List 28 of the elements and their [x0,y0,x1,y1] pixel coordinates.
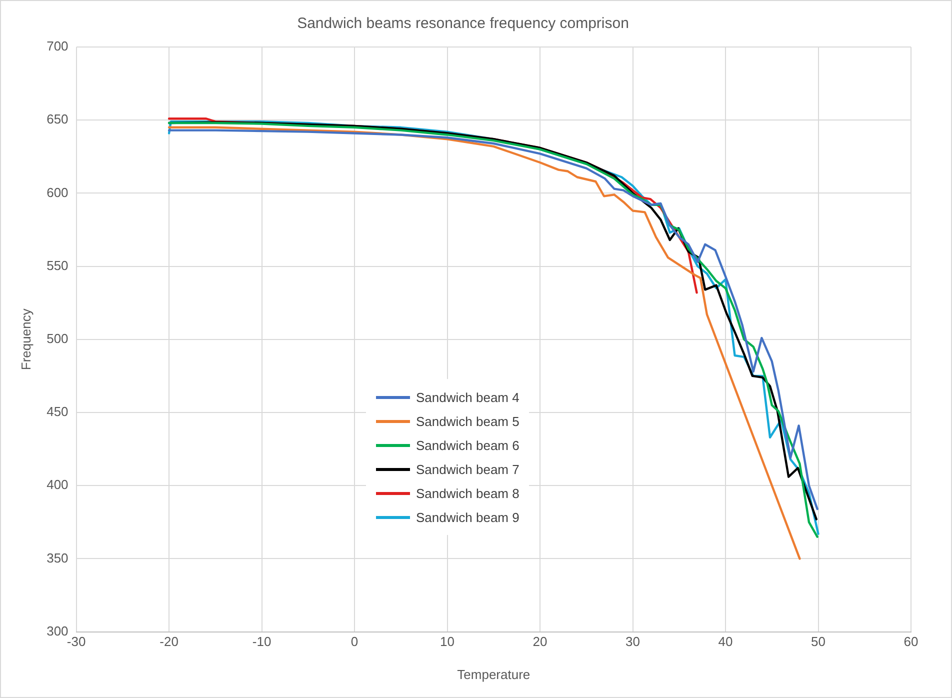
legend-label: Sandwich beam 8 [416,486,520,500]
y-tick-label: 600 [46,184,68,200]
legend-label: Sandwich beam 4 [416,390,520,404]
y-tick-label: 550 [46,258,68,273]
y-axis-title: Frequency [18,308,34,370]
x-tick-label: 20 [532,634,548,650]
x-tick-label: 50 [811,634,826,650]
y-tick-label: 350 [46,550,68,566]
legend-label: Sandwich beam 5 [416,414,520,428]
x-tick-label: -30 [66,634,86,650]
legend-label: Sandwich beam 9 [416,510,520,524]
x-tick-label: 30 [626,634,640,650]
x-axis-title: Temperature [457,666,530,682]
y-tick-label: 400 [46,477,68,492]
x-tick-label: 10 [440,634,455,650]
x-tick-label: 40 [718,634,733,650]
y-tick-label: 650 [46,112,68,127]
x-tick-label: -20 [160,634,178,650]
legend-label: Sandwich beam 6 [416,438,520,452]
y-tick-label: 500 [46,330,68,346]
x-tick-label: 0 [350,634,358,650]
chart-title: Sandwich beams resonance frequency comprison [297,15,629,32]
x-tick-label: -10 [252,634,272,650]
legend-label: Sandwich beam 7 [416,462,520,476]
y-tick-label: 700 [46,38,68,54]
y-tick-label: 450 [46,404,68,420]
y-tick-label: 300 [46,623,68,638]
x-tick-label: 60 [904,634,918,650]
